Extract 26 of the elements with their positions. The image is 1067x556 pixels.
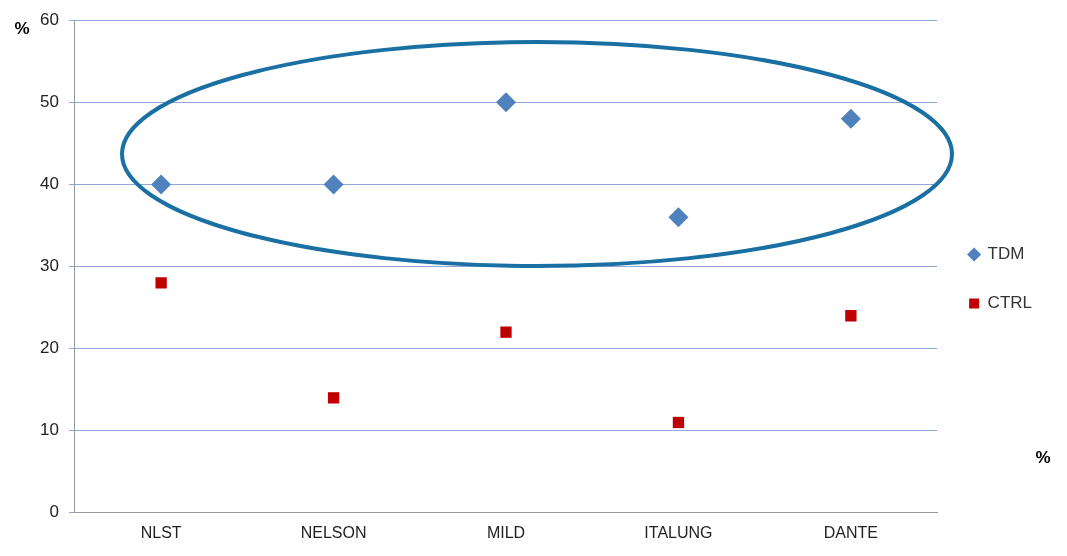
point (500, 326, 512, 338)
point (496, 92, 517, 113)
text: % (1035, 448, 1051, 467)
point (672, 416, 685, 429)
x-tick-label: ITALUNG (644, 523, 713, 541)
x-tick-label: MILD (486, 523, 526, 541)
x-tick-label: DANTE (823, 523, 878, 541)
point (323, 174, 344, 195)
point (151, 174, 172, 195)
y-tick-label: 30 (39, 256, 59, 276)
y-axis-title: % (14, 19, 30, 38)
legend-label: TDM (987, 244, 1025, 264)
y-tick-label: 20 (39, 338, 59, 358)
y-tick-label: 10 (39, 420, 59, 440)
y-tick-label: 60 (39, 9, 59, 29)
point (155, 277, 167, 289)
x-tick-label: NELSON (300, 523, 367, 541)
y-tick-label: 0 (49, 502, 59, 522)
point (840, 108, 861, 129)
point (845, 310, 857, 322)
x-tick-label: NLST (140, 523, 182, 541)
y-tick-label: 40 (39, 174, 59, 194)
point (327, 392, 340, 404)
point (668, 207, 689, 228)
y-tick-label: 50 (39, 91, 59, 111)
legend-label: CTRL (987, 293, 1033, 313)
